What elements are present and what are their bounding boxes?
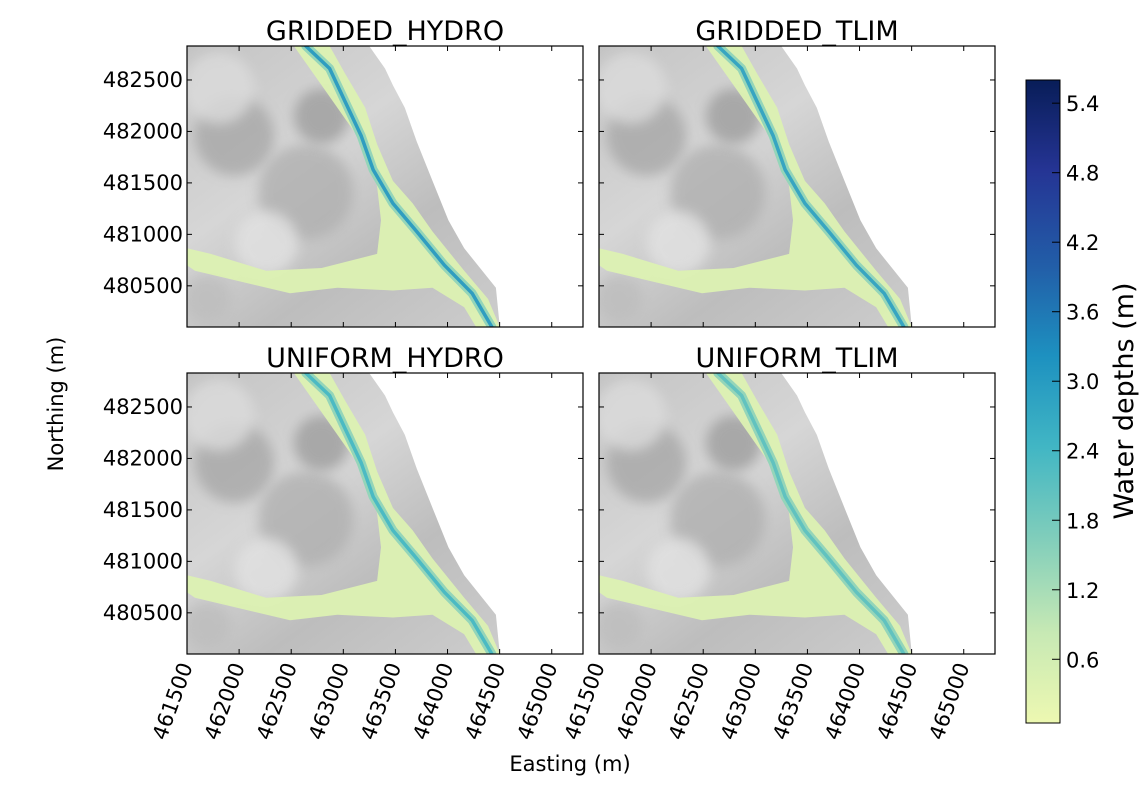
channel-deep <box>304 373 494 654</box>
colorbar-ticks: 5.4 4.8 4.2 3.6 3.0 2.4 1.8 1.2 0.6 <box>1052 92 1099 672</box>
x-tick-label: 464500 <box>872 660 922 744</box>
colorbar-tick-label: 3.0 <box>1066 370 1099 394</box>
y-tick-label: 481500 <box>103 498 183 522</box>
terrain-relief <box>187 52 255 124</box>
colorbar-gradient <box>1025 79 1061 724</box>
x-tick-label: 465000 <box>924 660 974 744</box>
panel-frame <box>598 372 996 655</box>
panel-title: UNIFORM_HYDRO <box>266 343 504 374</box>
colorbar-tick-label: 5.4 <box>1066 92 1099 116</box>
flood-extent <box>187 46 500 327</box>
y-tick-label: 482500 <box>103 395 183 419</box>
flood-extent <box>599 373 912 654</box>
x-tick-label: 463500 <box>356 660 406 744</box>
x-tick-label: 462000 <box>200 660 250 744</box>
y-tick-label: 480500 <box>103 601 183 625</box>
x-tick-label: 463000 <box>304 660 354 744</box>
panel: GRIDDED_HYDRO 482500 482000 481500 481000 480… <box>103 16 584 328</box>
y-tick-label: 482000 <box>103 446 183 470</box>
y-tick-label: 480500 <box>103 274 183 298</box>
nodata-region <box>337 46 583 327</box>
colorbar-tick-label: 1.8 <box>1066 509 1099 533</box>
terrain-relief <box>187 602 231 650</box>
colorbar-tick-label: 4.8 <box>1066 162 1099 186</box>
terrain-relief <box>599 602 643 650</box>
nodata-region <box>749 46 995 327</box>
panel: UNIFORM_TLIM 461500 462000 462500 463000 4635… <box>560 343 996 744</box>
nodata-region <box>337 373 583 654</box>
colorbar-tick-label: 3.6 <box>1066 301 1099 325</box>
flood-extent <box>599 46 912 327</box>
y-tick-label: 481000 <box>103 222 183 246</box>
x-tick-label: 462500 <box>252 660 302 744</box>
x-tick-label: 464500 <box>460 660 510 744</box>
channel-deep <box>716 46 906 327</box>
terrain-relief <box>599 379 667 451</box>
nodata-region <box>749 373 995 654</box>
colorbar-tick-label: 4.2 <box>1066 231 1099 255</box>
panels-group: GRIDDED_HYDRO 482500 482000 481500 481000 480… <box>103 16 996 744</box>
colorbar: 5.4 4.8 4.2 3.6 3.0 2.4 1.8 1.2 0.6 Water depths… <box>1025 79 1140 724</box>
y-tick-label: 481500 <box>103 171 183 195</box>
colorbar-label: Water depths (m) <box>1109 282 1140 519</box>
x-axis-label: Easting (m) <box>509 752 630 776</box>
y-tick-label: 482500 <box>103 68 183 92</box>
panel-title: GRIDDED_TLIM <box>695 16 898 47</box>
colorbar-tick-label: 0.6 <box>1066 648 1099 672</box>
panel-frame <box>598 45 996 328</box>
y-axis-label: Northing (m) <box>44 337 68 472</box>
panel-title: GRIDDED_HYDRO <box>266 16 504 47</box>
panel: GRIDDED_TLIM <box>598 16 996 328</box>
y-tick-label: 481000 <box>103 549 183 573</box>
panel-frame <box>186 45 584 328</box>
colorbar-tick-label: 1.2 <box>1066 579 1099 603</box>
panel-title: UNIFORM_TLIM <box>695 343 898 374</box>
x-tick-label: 462500 <box>664 660 714 744</box>
x-tick-label: 461500 <box>148 660 198 744</box>
x-tick-label: 461500 <box>560 660 610 744</box>
terrain-relief <box>234 211 298 275</box>
x-tick-label: 464000 <box>820 660 870 744</box>
terrain-relief <box>599 52 667 124</box>
x-tick-label: 463500 <box>768 660 818 744</box>
terrain-relief <box>646 211 710 275</box>
x-tick-label: 464000 <box>408 660 458 744</box>
terrain-relief <box>599 275 643 323</box>
terrain-relief <box>234 538 298 602</box>
terrain-relief <box>187 275 231 323</box>
panel: UNIFORM_HYDRO 461500 462000 462500 463000 463… <box>103 343 584 744</box>
terrain-relief <box>646 538 710 602</box>
channel-deep <box>304 46 494 327</box>
channel-deep <box>716 373 906 654</box>
x-tick-label: 462000 <box>612 660 662 744</box>
flood-extent <box>187 373 500 654</box>
terrain-relief <box>187 379 255 451</box>
panel-frame <box>186 372 584 655</box>
y-tick-label: 482000 <box>103 119 183 143</box>
colorbar-tick-label: 2.4 <box>1066 440 1099 464</box>
x-tick-label: 465000 <box>512 660 562 744</box>
x-tick-label: 463000 <box>716 660 766 744</box>
